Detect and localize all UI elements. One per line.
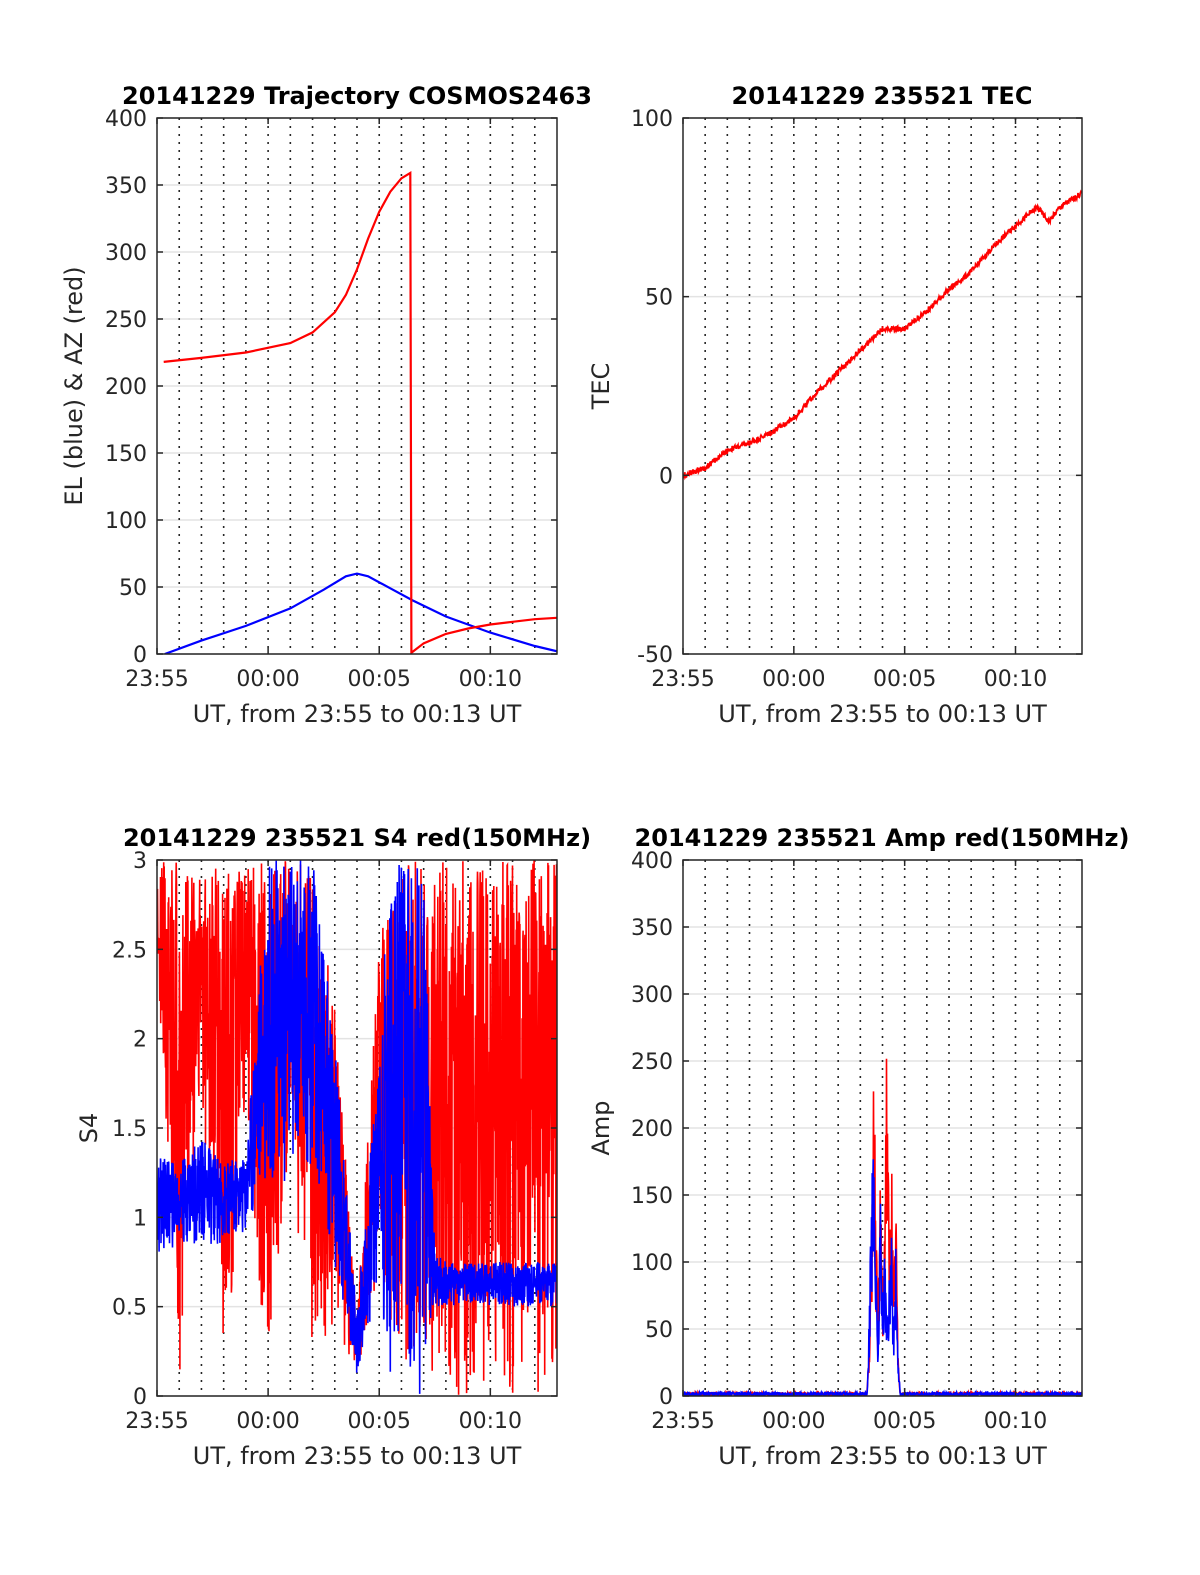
- x-tick-label: 23:55: [651, 667, 714, 692]
- y-tick-label: 2: [133, 1028, 147, 1053]
- x-tick-label: 23:55: [125, 1409, 188, 1434]
- tec-series-line: [683, 189, 1082, 481]
- chart-tec: -50 0 50 100 23:55 00:00 00:05 00:10 20141229 23…: [587, 82, 1083, 728]
- chart-title: 20141229 235521 Amp red(150MHz): [635, 824, 1130, 852]
- y-tick-label: 350: [631, 916, 673, 941]
- y-tick-label: 0.5: [112, 1296, 147, 1321]
- y-tick-label: 3: [133, 849, 147, 874]
- y-tick-label: 250: [631, 1050, 673, 1075]
- x-tick-label: 23:55: [651, 1409, 714, 1434]
- plot-area: [163, 170, 557, 654]
- x-axis-label: UT, from 23:55 to 00:13 UT: [718, 1442, 1047, 1470]
- y-axis-label: Amp: [587, 1100, 615, 1155]
- y-tick-label: 50: [119, 576, 147, 601]
- y-tick-label: 0: [659, 1385, 673, 1410]
- y-tick-label: 400: [105, 107, 147, 132]
- y-tick-label: 0: [133, 1385, 147, 1410]
- x-tick-label: 00:10: [459, 1409, 522, 1434]
- x-tick-label: 00:10: [984, 667, 1047, 692]
- y-tick-label: 300: [631, 983, 673, 1008]
- x-tick-label: 00:00: [762, 667, 825, 692]
- y-tick-label: -50: [637, 643, 673, 668]
- y-tick-label: 150: [631, 1184, 673, 1209]
- chart-amp: 0 50 100 150 200 250 300 350 400 23:55 00:00 00:05 0…: [587, 824, 1129, 1470]
- x-tick-label: 00:05: [873, 667, 936, 692]
- axes-box: [682, 117, 1083, 655]
- y-tick-label: 350: [105, 174, 147, 199]
- y-tick-label: 0: [133, 643, 147, 668]
- y-axis-label: EL (blue) & AZ (red): [60, 266, 88, 505]
- x-tick-label: 00:05: [873, 1409, 936, 1434]
- y-tick-label: 200: [105, 375, 147, 400]
- x-tick-label: 00:00: [762, 1409, 825, 1434]
- x-tick-label: 23:55: [125, 667, 188, 692]
- x-axis-label: UT, from 23:55 to 00:13 UT: [193, 1442, 522, 1470]
- y-tick-label: 1: [133, 1206, 147, 1231]
- y-tick-label: 1.5: [112, 1117, 147, 1142]
- y-tick-label: 50: [645, 286, 673, 311]
- chart-title: 20141229 235521 S4 red(150MHz): [123, 824, 591, 852]
- x-axis-label: UT, from 23:55 to 00:13 UT: [718, 700, 1047, 728]
- y-tick-label: 400: [631, 849, 673, 874]
- y-tick-label: 100: [105, 509, 147, 534]
- x-tick-label: 00:10: [459, 667, 522, 692]
- y-axis-label: TEC: [587, 363, 615, 411]
- plot-area: [683, 189, 1082, 481]
- y-tick-label: 150: [105, 442, 147, 467]
- y-tick-label: 200: [631, 1117, 673, 1142]
- x-tick-label: 00:00: [236, 1409, 299, 1434]
- x-tick-label: 00:00: [236, 667, 299, 692]
- y-tick-label: 250: [105, 308, 147, 333]
- y-tick-label: 100: [631, 1251, 673, 1276]
- y-tick-label: 50: [645, 1318, 673, 1343]
- series-line: [164, 572, 557, 654]
- y-tick-label: 0: [659, 464, 673, 489]
- x-tick-label: 00:05: [348, 1409, 411, 1434]
- x-axis-label: UT, from 23:55 to 00:13 UT: [193, 700, 522, 728]
- y-tick-label: 2.5: [112, 938, 147, 963]
- y-axis-label: S4: [75, 1113, 103, 1144]
- s4-blue-series: [157, 860, 557, 1394]
- series-line: [163, 170, 557, 654]
- x-tick-label: 00:05: [348, 667, 411, 692]
- x-tick-label: 00:10: [984, 1409, 1047, 1434]
- chart-title: 20141229 Trajectory COSMOS2463: [122, 82, 592, 110]
- chart-trajectory: 0 50 100 150 200 250 300 350 400 23:55 00:00 00:05 0…: [60, 82, 592, 728]
- plot-area: [157, 860, 557, 1395]
- y-tick-label: 300: [105, 241, 147, 266]
- chart-title: 20141229 235521 TEC: [732, 82, 1033, 110]
- y-tick-label: 100: [631, 107, 673, 132]
- chart-s4: 0 0.5 1 1.5 2 2.5 3 23:55 00:00 00:05 00:10 2014122…: [75, 824, 591, 1470]
